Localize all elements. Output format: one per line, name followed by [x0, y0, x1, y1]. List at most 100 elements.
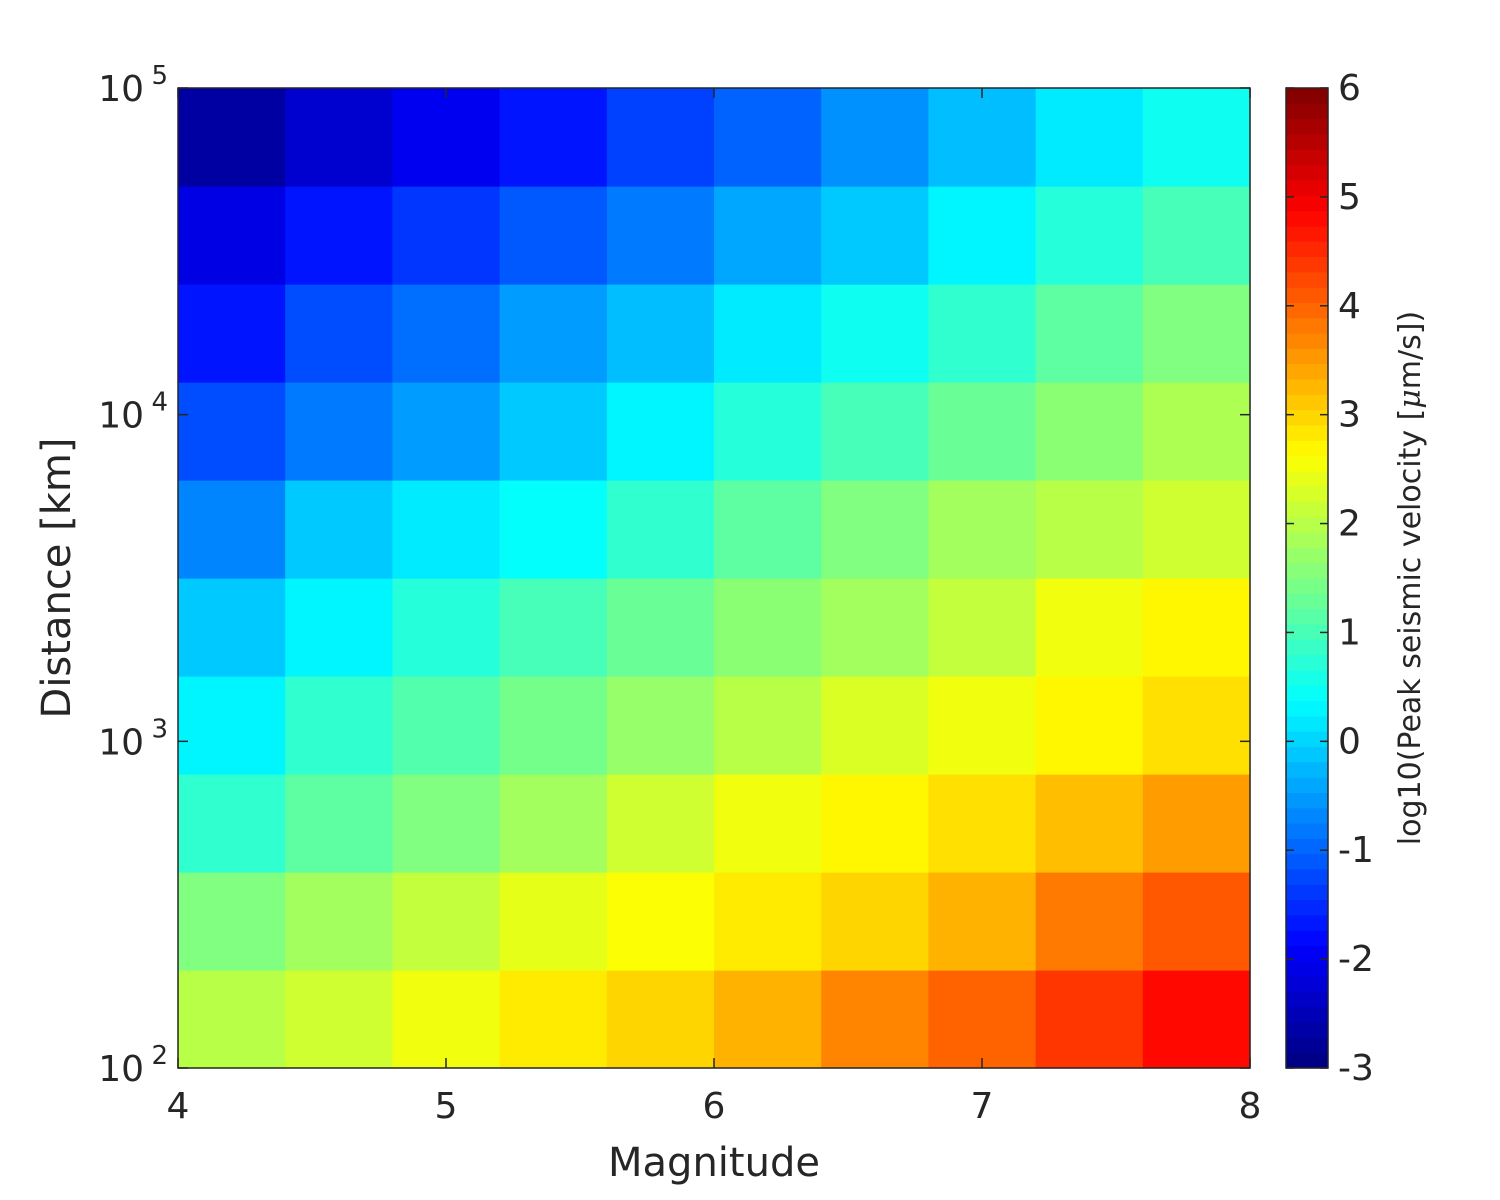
colorbar-segment	[1286, 654, 1328, 671]
heatmap-cell	[285, 284, 393, 383]
colorbar-segment	[1286, 470, 1328, 487]
colorbar-segment	[1286, 1052, 1328, 1069]
heatmap-cell	[606, 186, 715, 285]
heatmap-cell	[928, 284, 1037, 383]
colorbar-segment	[1286, 991, 1328, 1008]
x-axis-label: Magnitude	[608, 1140, 820, 1186]
colorbar-tick-label: 6	[1338, 68, 1361, 109]
heatmap-cell	[714, 578, 822, 677]
heatmap-cell	[821, 88, 929, 187]
heatmap-cell	[1142, 578, 1251, 677]
heatmap-cell	[1142, 970, 1251, 1069]
heatmap-cell	[821, 970, 929, 1069]
colorbar-segment	[1286, 333, 1328, 349]
colorbar-segment	[1286, 669, 1328, 686]
heatmap-cell	[178, 88, 286, 187]
colorbar-segment	[1286, 424, 1328, 441]
heatmap-cell	[392, 382, 501, 481]
heatmap-cell	[928, 88, 1037, 187]
heatmap-cell	[1035, 774, 1144, 873]
heatmap-cell	[178, 970, 286, 1069]
heatmap-cell	[392, 872, 501, 971]
colorbar-segment	[1286, 731, 1328, 748]
colorbar-segment	[1286, 1037, 1328, 1054]
heatmap-cell	[821, 774, 929, 873]
heatmap-cell	[499, 676, 608, 775]
heatmap-cell	[178, 382, 286, 481]
colorbar-segment	[1286, 746, 1328, 763]
y-tick-label: 10 5	[98, 61, 168, 110]
colorbar-segment	[1286, 761, 1328, 778]
heatmap-cell	[928, 774, 1037, 873]
colorbar-segment	[1286, 777, 1328, 793]
heatmap-cell	[606, 284, 715, 383]
heatmap-cell	[1035, 872, 1144, 971]
colorbar-segment	[1286, 562, 1328, 579]
colorbar-segment	[1286, 960, 1328, 977]
x-axis-ticks: 4 5 6 7 8	[167, 88, 1261, 1127]
heatmap-cell	[285, 676, 393, 775]
heatmap-cell	[499, 284, 608, 383]
heatmap-cell	[499, 578, 608, 677]
colorbar-tick-label: 1	[1338, 612, 1361, 653]
heatmap-cell	[714, 970, 822, 1069]
heatmap-cell	[606, 676, 715, 775]
heatmap-cell	[392, 676, 501, 775]
colorbar-segment	[1286, 348, 1328, 365]
heatmap-cell	[821, 284, 929, 383]
heatmap-cells	[178, 88, 1251, 1069]
colorbar-segment	[1286, 807, 1328, 824]
colorbar-segment	[1286, 532, 1328, 548]
colorbar-segment	[1286, 578, 1328, 594]
colorbar-segment	[1286, 945, 1328, 962]
heatmap-cell	[499, 872, 608, 971]
colorbar-segment	[1286, 899, 1328, 916]
heatmap-cell	[821, 676, 929, 775]
heatmap-cell	[821, 578, 929, 677]
colorbar	[1285, 87, 1329, 1069]
heatmap-cell	[499, 774, 608, 873]
heatmap-cell	[1142, 382, 1251, 481]
heatmap-cell	[1142, 88, 1251, 187]
heatmap-cell	[392, 186, 501, 285]
heatmap-cell	[928, 382, 1037, 481]
heatmap-cell	[928, 186, 1037, 285]
heatmap-cell	[392, 578, 501, 677]
heatmap-cell	[178, 578, 286, 677]
colorbar-segment	[1286, 287, 1328, 303]
heatmap-cell	[1142, 774, 1251, 873]
colorbar-segment	[1286, 930, 1328, 947]
colorbar-segment	[1286, 440, 1328, 457]
heatmap-cell	[1035, 676, 1144, 775]
colorbar-segment	[1286, 241, 1328, 258]
colorbar-segment	[1286, 623, 1328, 640]
colorbar-segment	[1286, 409, 1328, 426]
heatmap-cell	[285, 970, 393, 1069]
colorbar-segment	[1286, 838, 1328, 855]
heatmap-cell	[285, 872, 393, 971]
colorbar-segment	[1286, 547, 1328, 564]
heatmap-cell	[285, 382, 393, 481]
colorbar-segment	[1286, 1006, 1328, 1023]
colorbar-segment	[1286, 501, 1328, 518]
heatmap-cell	[285, 578, 393, 677]
heatmap-cell	[1142, 872, 1251, 971]
colorbar-segment	[1286, 179, 1328, 196]
colorbar-segment	[1286, 700, 1328, 717]
heatmap-cell	[606, 970, 715, 1069]
colorbar-segment	[1286, 103, 1328, 120]
colorbar-segment	[1286, 317, 1328, 334]
heatmap-cell	[606, 872, 715, 971]
heatmap-cell	[821, 480, 929, 579]
colorbar-segment	[1286, 363, 1328, 380]
heatmap-cell	[714, 88, 822, 187]
heatmap-cell	[606, 578, 715, 677]
heatmap-cell	[392, 88, 501, 187]
heatmap-cell	[714, 676, 822, 775]
colorbar-tick-label: -3	[1338, 1048, 1374, 1089]
colorbar-segment	[1286, 823, 1328, 839]
heatmap-cell	[714, 872, 822, 971]
heatmap-cell	[1142, 284, 1251, 383]
